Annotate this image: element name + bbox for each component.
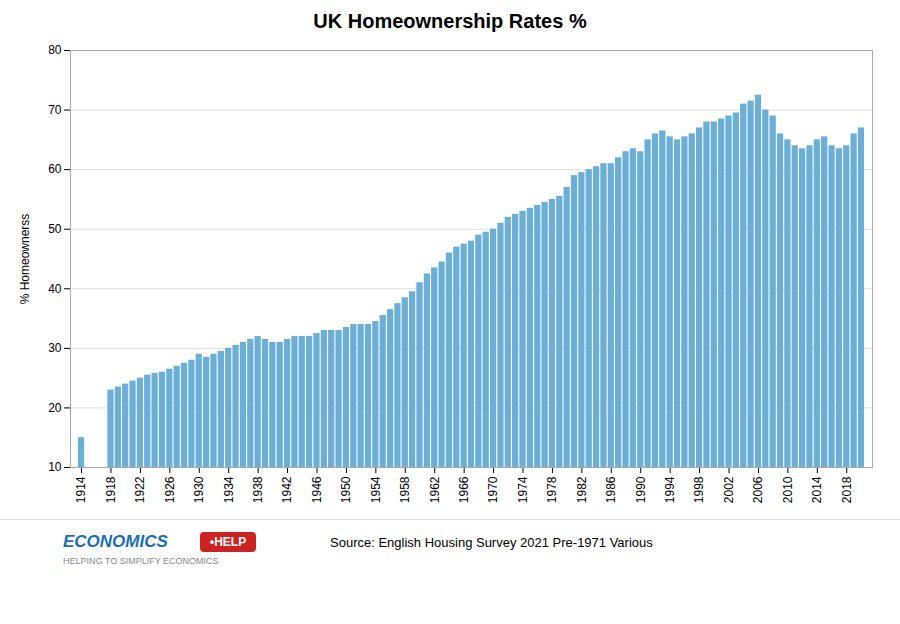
svg-text:70: 70 — [48, 103, 62, 117]
svg-text:30: 30 — [48, 341, 62, 355]
html-text:Source: English Housing Survey: Source: English Housing Survey 2021 Pre-… — [330, 535, 653, 550]
svg-text:2014: 2014 — [810, 476, 824, 503]
svg-text:1970: 1970 — [486, 476, 500, 503]
svg-text:1930: 1930 — [192, 476, 206, 503]
svg-text:1958: 1958 — [398, 476, 412, 503]
svg-text:1922: 1922 — [133, 476, 147, 503]
svg-text:1978: 1978 — [545, 476, 559, 503]
svg-text:1962: 1962 — [428, 476, 442, 503]
svg-text:1946: 1946 — [310, 476, 324, 503]
svg-text:80: 80 — [48, 43, 62, 57]
svg-text:2006: 2006 — [751, 476, 765, 503]
html-text:HELPING TO SIMPLIFY ECONOMICS: HELPING TO SIMPLIFY ECONOMICS — [63, 556, 219, 566]
svg-text:20: 20 — [48, 401, 62, 415]
html-text:UK Homeownership Rates %: UK Homeownership Rates % — [313, 10, 587, 32]
svg-text:2002: 2002 — [722, 476, 736, 503]
svg-text:1974: 1974 — [516, 476, 530, 503]
svg-text:% Homeownerss: % Homeownerss — [18, 214, 32, 305]
html-text:•HELP: •HELP — [210, 535, 247, 549]
svg-text:2010: 2010 — [781, 476, 795, 503]
svg-text:1950: 1950 — [339, 476, 353, 503]
svg-text:1938: 1938 — [251, 476, 265, 503]
svg-text:60: 60 — [48, 162, 62, 176]
svg-text:1966: 1966 — [457, 476, 471, 503]
svg-text:1914: 1914 — [74, 476, 88, 503]
svg-text:1982: 1982 — [575, 476, 589, 503]
svg-text:1934: 1934 — [222, 476, 236, 503]
html-text:ECONOMICS: ECONOMICS — [63, 532, 168, 551]
svg-text:10: 10 — [48, 460, 62, 474]
svg-text:1926: 1926 — [163, 476, 177, 503]
svg-text:2018: 2018 — [840, 476, 854, 503]
svg-text:1986: 1986 — [604, 476, 618, 503]
svg-text:1954: 1954 — [369, 476, 383, 503]
svg-text:1942: 1942 — [280, 476, 294, 503]
svg-text:40: 40 — [48, 282, 62, 296]
svg-text:1990: 1990 — [634, 476, 648, 503]
svg-text:50: 50 — [48, 222, 62, 236]
svg-text:1918: 1918 — [104, 476, 118, 503]
svg-text:1994: 1994 — [663, 476, 677, 503]
svg-text:1998: 1998 — [692, 476, 706, 503]
